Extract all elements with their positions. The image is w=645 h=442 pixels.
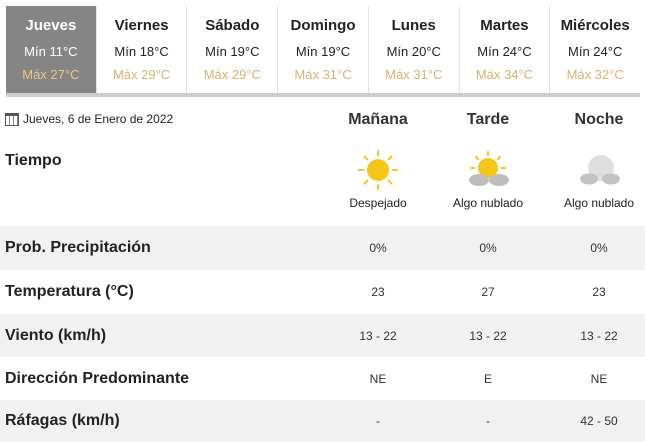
tab-day[interactable]: Miércoles Mín 24°C Máx 32°C bbox=[550, 6, 640, 93]
tab-day[interactable]: Viernes Mín 18°C Máx 29°C bbox=[97, 6, 188, 93]
sun-icon bbox=[358, 150, 398, 190]
day-name: Jueves bbox=[25, 17, 77, 34]
row-label: Temperatura (°C) bbox=[5, 283, 134, 300]
cell: 0% bbox=[590, 241, 608, 255]
tab-day[interactable]: Sábado Mín 19°C Máx 29°C bbox=[187, 6, 279, 93]
row-label: Tiempo bbox=[5, 152, 62, 169]
day-tabs: Jueves Mín 11°C Máx 27°C Viernes Mín 18°C Má… bbox=[6, 6, 640, 97]
period-header: Mañana bbox=[348, 111, 408, 128]
table-row: Viento (km/h) 13 - 22 13 - 22 13 - 22 bbox=[0, 314, 645, 357]
cell: 0% bbox=[479, 241, 497, 255]
cell: 0% bbox=[369, 241, 387, 255]
min-temp: Mín 24°C bbox=[477, 44, 532, 59]
row-label: Prob. Precipitación bbox=[5, 239, 151, 256]
min-temp: Mín 24°C bbox=[568, 44, 623, 59]
max-temp: Máx 31°C bbox=[385, 67, 443, 82]
cell: - bbox=[486, 414, 490, 428]
cell: 42 - 50 bbox=[580, 414, 618, 428]
cell: 13 - 22 bbox=[469, 328, 507, 343]
weather-text: Despejado bbox=[349, 196, 407, 210]
row-label: Ráfagas (km/h) bbox=[5, 412, 120, 429]
cell: 13 - 22 bbox=[359, 328, 397, 343]
max-temp: Máx 27°C bbox=[22, 67, 80, 82]
weather-cell: Algo nublado bbox=[544, 150, 645, 210]
cell: - bbox=[376, 414, 380, 428]
cell: 23 bbox=[371, 285, 385, 299]
table-row: Dirección Predominante NE E NE bbox=[0, 357, 645, 400]
weather-text: Algo nublado bbox=[452, 196, 524, 210]
cell: 27 bbox=[481, 285, 495, 299]
min-temp: Mín 19°C bbox=[295, 44, 351, 59]
day-name: Domingo bbox=[290, 17, 356, 34]
partly-cloudy-sun-icon bbox=[469, 151, 509, 186]
max-temp: Máx 34°C bbox=[475, 67, 534, 82]
cell: 23 bbox=[592, 285, 606, 299]
max-temp: Máx 31°C bbox=[294, 67, 352, 82]
cell: NE bbox=[590, 371, 608, 386]
row-label: Viento (km/h) bbox=[5, 326, 107, 344]
min-temp: Mín 18°C bbox=[114, 44, 169, 59]
max-temp: Máx 29°C bbox=[112, 67, 171, 82]
day-name: Lunes bbox=[391, 17, 436, 34]
row-label: Dirección Predominante bbox=[5, 369, 190, 387]
max-temp: Máx 32°C bbox=[566, 67, 624, 82]
date-text: Jueves, 6 de Enero de 2022 bbox=[23, 112, 174, 126]
cell: 13 - 22 bbox=[580, 328, 618, 343]
table-row: Ráfagas (km/h) - - 42 - 50 bbox=[0, 400, 645, 442]
selected-date: Jueves, 6 de Enero de 2022 bbox=[5, 112, 173, 126]
tab-day[interactable]: Jueves Mín 11°C Máx 27°C bbox=[6, 6, 97, 93]
calendar-icon bbox=[5, 112, 19, 126]
cell: E bbox=[483, 371, 492, 386]
weather-cell: Despejado bbox=[323, 150, 433, 210]
cell: NE bbox=[369, 371, 387, 386]
tab-day[interactable]: Martes Mín 24°C Máx 34°C bbox=[460, 6, 551, 93]
partly-cloudy-moon-icon bbox=[580, 155, 620, 185]
min-temp: Mín 20°C bbox=[386, 44, 441, 59]
min-temp: Mín 11°C bbox=[24, 44, 78, 59]
tab-day[interactable]: Domingo Mín 19°C Máx 31°C bbox=[278, 6, 369, 93]
table-row: Temperatura (°C) 23 27 23 bbox=[0, 270, 645, 314]
weather-text: Algo nublado bbox=[563, 196, 635, 210]
tab-day[interactable]: Lunes Mín 20°C Máx 31°C bbox=[369, 6, 460, 93]
day-name: Sábado bbox=[205, 17, 260, 34]
day-name: Miércoles bbox=[560, 17, 630, 34]
day-name: Martes bbox=[480, 17, 529, 34]
period-header: Noche bbox=[574, 111, 624, 128]
period-header: Tarde bbox=[466, 111, 510, 128]
min-temp: Mín 19°C bbox=[205, 44, 260, 59]
max-temp: Máx 29°C bbox=[203, 67, 261, 82]
weather-cell: Algo nublado bbox=[433, 150, 543, 210]
day-name: Viernes bbox=[114, 17, 169, 34]
table-row: Prob. Precipitación 0% 0% 0% bbox=[0, 226, 645, 270]
